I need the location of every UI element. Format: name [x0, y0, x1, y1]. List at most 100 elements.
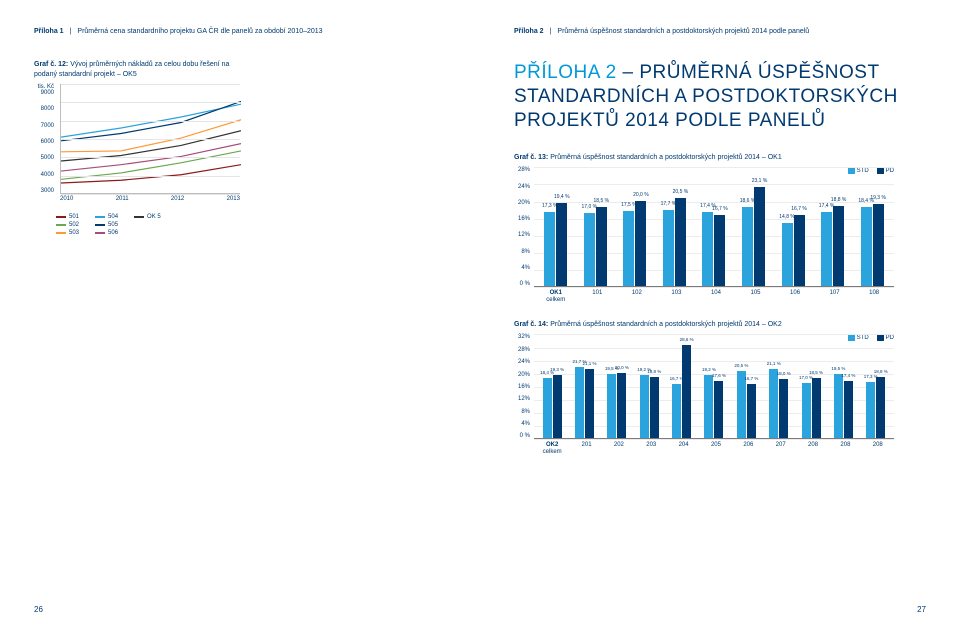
graf12-block: Graf č. 12: Vývoj průměrných nákladů za …: [34, 61, 446, 214]
bar-group: 17,7 %20,5 %: [663, 198, 686, 286]
x-tick-label: 104: [701, 290, 731, 303]
legend-item: 506: [95, 230, 118, 236]
bar-pd: 23,1 %: [754, 187, 765, 286]
bar-pd: 16,7 %: [794, 215, 805, 287]
bar-pd: 18,8 %: [876, 377, 885, 439]
chart13-bars: 17,3 %19,4 %17,0 %18,5 %17,5 %20,0 %17,7…: [534, 167, 894, 286]
x-tick-label: 208: [798, 442, 828, 455]
y-tick-label: 0 %: [512, 433, 530, 439]
y-tick-label: 24%: [512, 359, 530, 365]
y-tick-label: 12%: [512, 232, 530, 238]
x-tick-label: 2012: [171, 196, 184, 202]
bar-value-label: 17,3 %: [542, 203, 558, 209]
chart13-x-axis: OK1celkem101102103104105106107108: [534, 287, 894, 303]
bar-group: 17,3 %19,4 %: [544, 203, 567, 286]
bar-std: 18,4 %: [861, 207, 872, 286]
y-tick-label: 6000: [32, 139, 54, 145]
header-right-bold: Příloha 2: [514, 28, 544, 35]
bar-std: 17,0 %: [802, 383, 811, 439]
bar-value-label: 18,8 %: [831, 197, 847, 203]
header-right: Příloha 2 | Průměrná úspěšnost standardn…: [514, 28, 926, 35]
x-tick-label: 2010: [60, 196, 73, 202]
legend-item: 504: [95, 214, 118, 220]
bar-pd: 18,0 %: [779, 379, 788, 438]
y-tick-label: 8%: [512, 249, 530, 255]
bar-value-label: 18,5 %: [594, 198, 610, 204]
bar-group: 18,4 %19,3 %: [543, 375, 562, 438]
bar-value-label: 19,5 %: [831, 366, 845, 371]
y-tick-label: 16%: [512, 216, 530, 222]
chart14-title: Graf č. 14: Průměrná úspěšnost standardn…: [514, 321, 926, 328]
legend-swatch: [56, 224, 66, 226]
x-tick-label: 208: [830, 442, 860, 455]
bar-std: 21,1 %: [769, 369, 778, 438]
bar-pd: 19,4 %: [556, 203, 567, 286]
bar-value-label: 16,7 %: [744, 376, 758, 381]
line-chart: tis. Kč9000800070006000500040003000 2010…: [34, 84, 244, 214]
bar-value-label: 18,8 %: [647, 369, 661, 374]
legend-label: 501: [69, 214, 79, 220]
bar-value-label: 16,7 %: [712, 206, 728, 212]
bar-group: 17,4 %18,8 %: [821, 206, 844, 287]
y-tick-label: 8%: [512, 409, 530, 415]
y-unit-label: tis. Kč9000: [32, 84, 54, 96]
bar-std: 17,3 %: [866, 382, 875, 439]
legend-swatch: [95, 224, 105, 226]
chart13-title: Graf č. 13: Průměrná úspěšnost standardn…: [514, 154, 926, 161]
bar-pd: 16,7 %: [714, 215, 725, 287]
legend-swatch: [134, 216, 144, 218]
bar-group: 19,2 %18,8 %: [640, 375, 659, 438]
legend-label: 503: [69, 230, 79, 236]
bar-std: 17,7 %: [663, 210, 674, 286]
y-tick-label: 3000: [32, 188, 54, 194]
bar-std: 17,0 %: [584, 213, 595, 286]
header-sep-icon: |: [70, 28, 72, 35]
line-chart-legend: 501 502 503 504 505 506 OK 5: [56, 214, 161, 236]
bar-value-label: 17,6 %: [712, 373, 726, 378]
x-label-summary: OK2celkem: [535, 442, 569, 455]
bar-std: 17,3 %: [544, 212, 555, 286]
bar-group: 19,2 %17,6 %: [704, 375, 723, 438]
x-tick-label: 202: [604, 442, 634, 455]
line-series-503: [61, 120, 241, 152]
x-tick-label: 105: [741, 290, 771, 303]
legend-item: 502: [56, 222, 79, 228]
legend-item: OK 5: [134, 214, 161, 220]
header-sep-icon: |: [550, 28, 552, 35]
x-tick-label: 106: [780, 290, 810, 303]
bar-value-label: 16,7 %: [791, 206, 807, 212]
bar-value-label: 18,6 %: [740, 198, 756, 204]
y-tick-label: 24%: [512, 184, 530, 190]
chart14-bars: 18,4 %19,3 %21,7 %21,1 %19,5 %20,0 %19,2…: [534, 334, 894, 438]
bar-group: 17,5 %20,0 %: [623, 201, 646, 287]
bar-pd: 18,5 %: [812, 378, 821, 439]
graf12-subtitle: podaný standardní projekt – OK5: [34, 71, 446, 78]
bar-value-label: 20,5 %: [734, 363, 748, 368]
graf12-title: Graf č. 12: Vývoj průměrných nákladů za …: [34, 61, 446, 68]
x-label-summary: OK1celkem: [539, 290, 573, 303]
bar-value-label: 14,8 %: [779, 214, 795, 220]
bar-value-label: 23,1 %: [752, 178, 768, 184]
legend-label: 506: [108, 230, 118, 236]
legend-item: 505: [95, 222, 118, 228]
section-title-accent: PŘÍLOHA 2: [514, 62, 617, 83]
x-tick-label: 108: [859, 290, 889, 303]
line-chart-x-axis: 2010201120122013: [60, 196, 240, 202]
legend-label: 504: [108, 214, 118, 220]
bar-value-label: 19,4 %: [554, 194, 570, 200]
header-left-bold: Příloha 1: [34, 28, 64, 35]
line-chart-y-axis: tis. Kč9000800070006000500040003000: [32, 84, 54, 194]
x-tick-label: 102: [622, 290, 652, 303]
bar-chart-ok1: STD PD 28%24%20%16%12%8%4%0 % 17,3 %19,4…: [514, 167, 894, 303]
y-tick-label: 8000: [32, 106, 54, 112]
y-tick-label: 16%: [512, 384, 530, 390]
legend-swatch: [95, 216, 105, 218]
bar-pd: 28,6 %: [682, 345, 691, 439]
bar-group: 17,0 %18,5 %: [584, 207, 607, 286]
bar-value-label: 17,4 %: [841, 373, 855, 378]
bar-value-label: 20,0 %: [615, 365, 629, 370]
bar-group: 19,5 %20,0 %: [607, 373, 626, 439]
bar-pd: 18,8 %: [833, 206, 844, 287]
x-tick-label: 103: [661, 290, 691, 303]
y-tick-label: 0 %: [512, 281, 530, 287]
